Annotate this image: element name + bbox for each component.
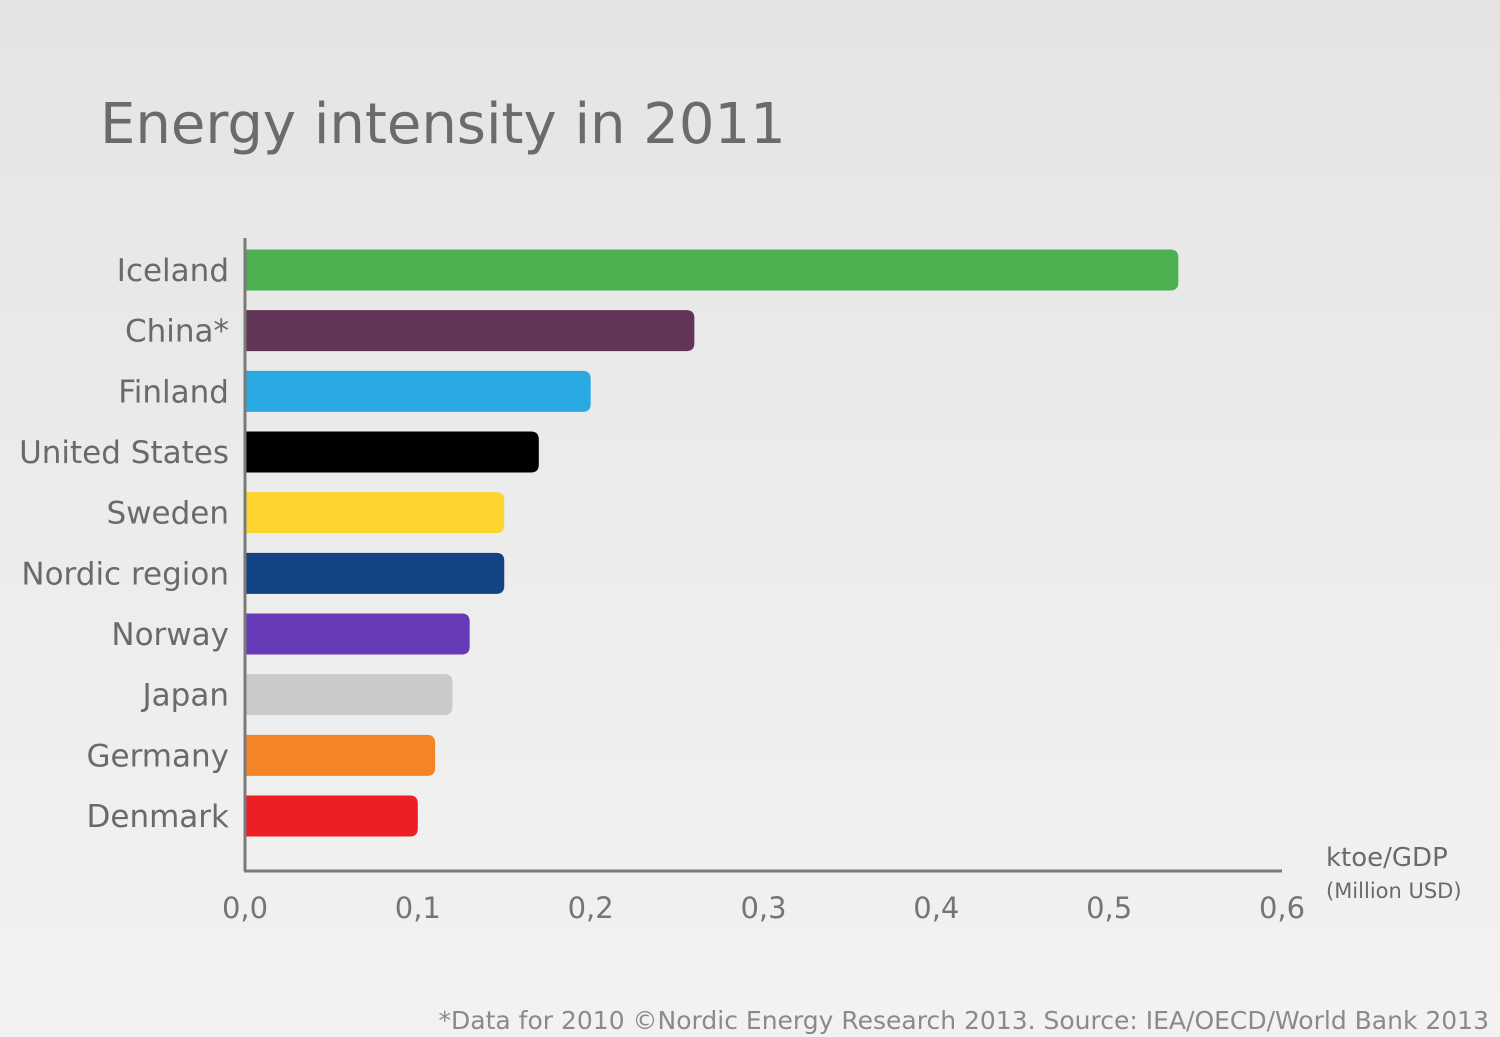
category-label-norway: Norway xyxy=(111,617,229,653)
category-label-denmark: Denmark xyxy=(87,799,230,835)
bar-iceland xyxy=(245,249,1179,291)
category-label-nordic-region: Nordic region xyxy=(21,556,229,592)
x-tick-label: 0,6 xyxy=(1259,891,1305,925)
bars-layer xyxy=(245,249,1179,837)
bar-nordic-region xyxy=(245,552,505,594)
category-label-germany: Germany xyxy=(87,738,229,774)
x-axis-unit-sub: (Million USD) xyxy=(1326,879,1462,903)
bar-denmark xyxy=(245,795,418,837)
x-tick-label: 0,0 xyxy=(222,891,268,925)
x-tick-label: 0,3 xyxy=(740,891,786,925)
bar-united-states xyxy=(245,431,539,473)
category-label-china: China* xyxy=(125,314,229,350)
x-tick-label: 0,4 xyxy=(913,891,959,925)
category-label-united-states: United States xyxy=(19,435,229,471)
category-label-finland: Finland xyxy=(118,374,229,410)
bar-china xyxy=(245,310,695,352)
bar-finland xyxy=(245,370,591,412)
category-label-japan: Japan xyxy=(141,678,229,714)
bar-norway xyxy=(245,613,470,655)
bar-germany xyxy=(245,734,436,776)
footnote: *Data for 2010 ©Nordic Energy Research 2… xyxy=(439,1006,1489,1035)
x-tick-label: 0,1 xyxy=(395,891,441,925)
category-label-iceland: Iceland xyxy=(117,253,229,289)
chart-title: Energy intensity in 2011 xyxy=(100,92,786,157)
category-label-sweden: Sweden xyxy=(106,496,229,532)
x-axis-unit: ktoe/GDP xyxy=(1326,843,1448,873)
x-tick-label: 0,5 xyxy=(1086,891,1132,925)
x-tick-labels: 0,0 0,1 0,2 0,3 0,4 0,5 0,6 xyxy=(222,891,1305,925)
category-labels: Iceland China* Finland United States Sweden N… xyxy=(19,253,229,835)
x-tick-label: 0,2 xyxy=(568,891,614,925)
bar-sweden xyxy=(245,492,505,534)
bar-japan xyxy=(245,674,453,716)
